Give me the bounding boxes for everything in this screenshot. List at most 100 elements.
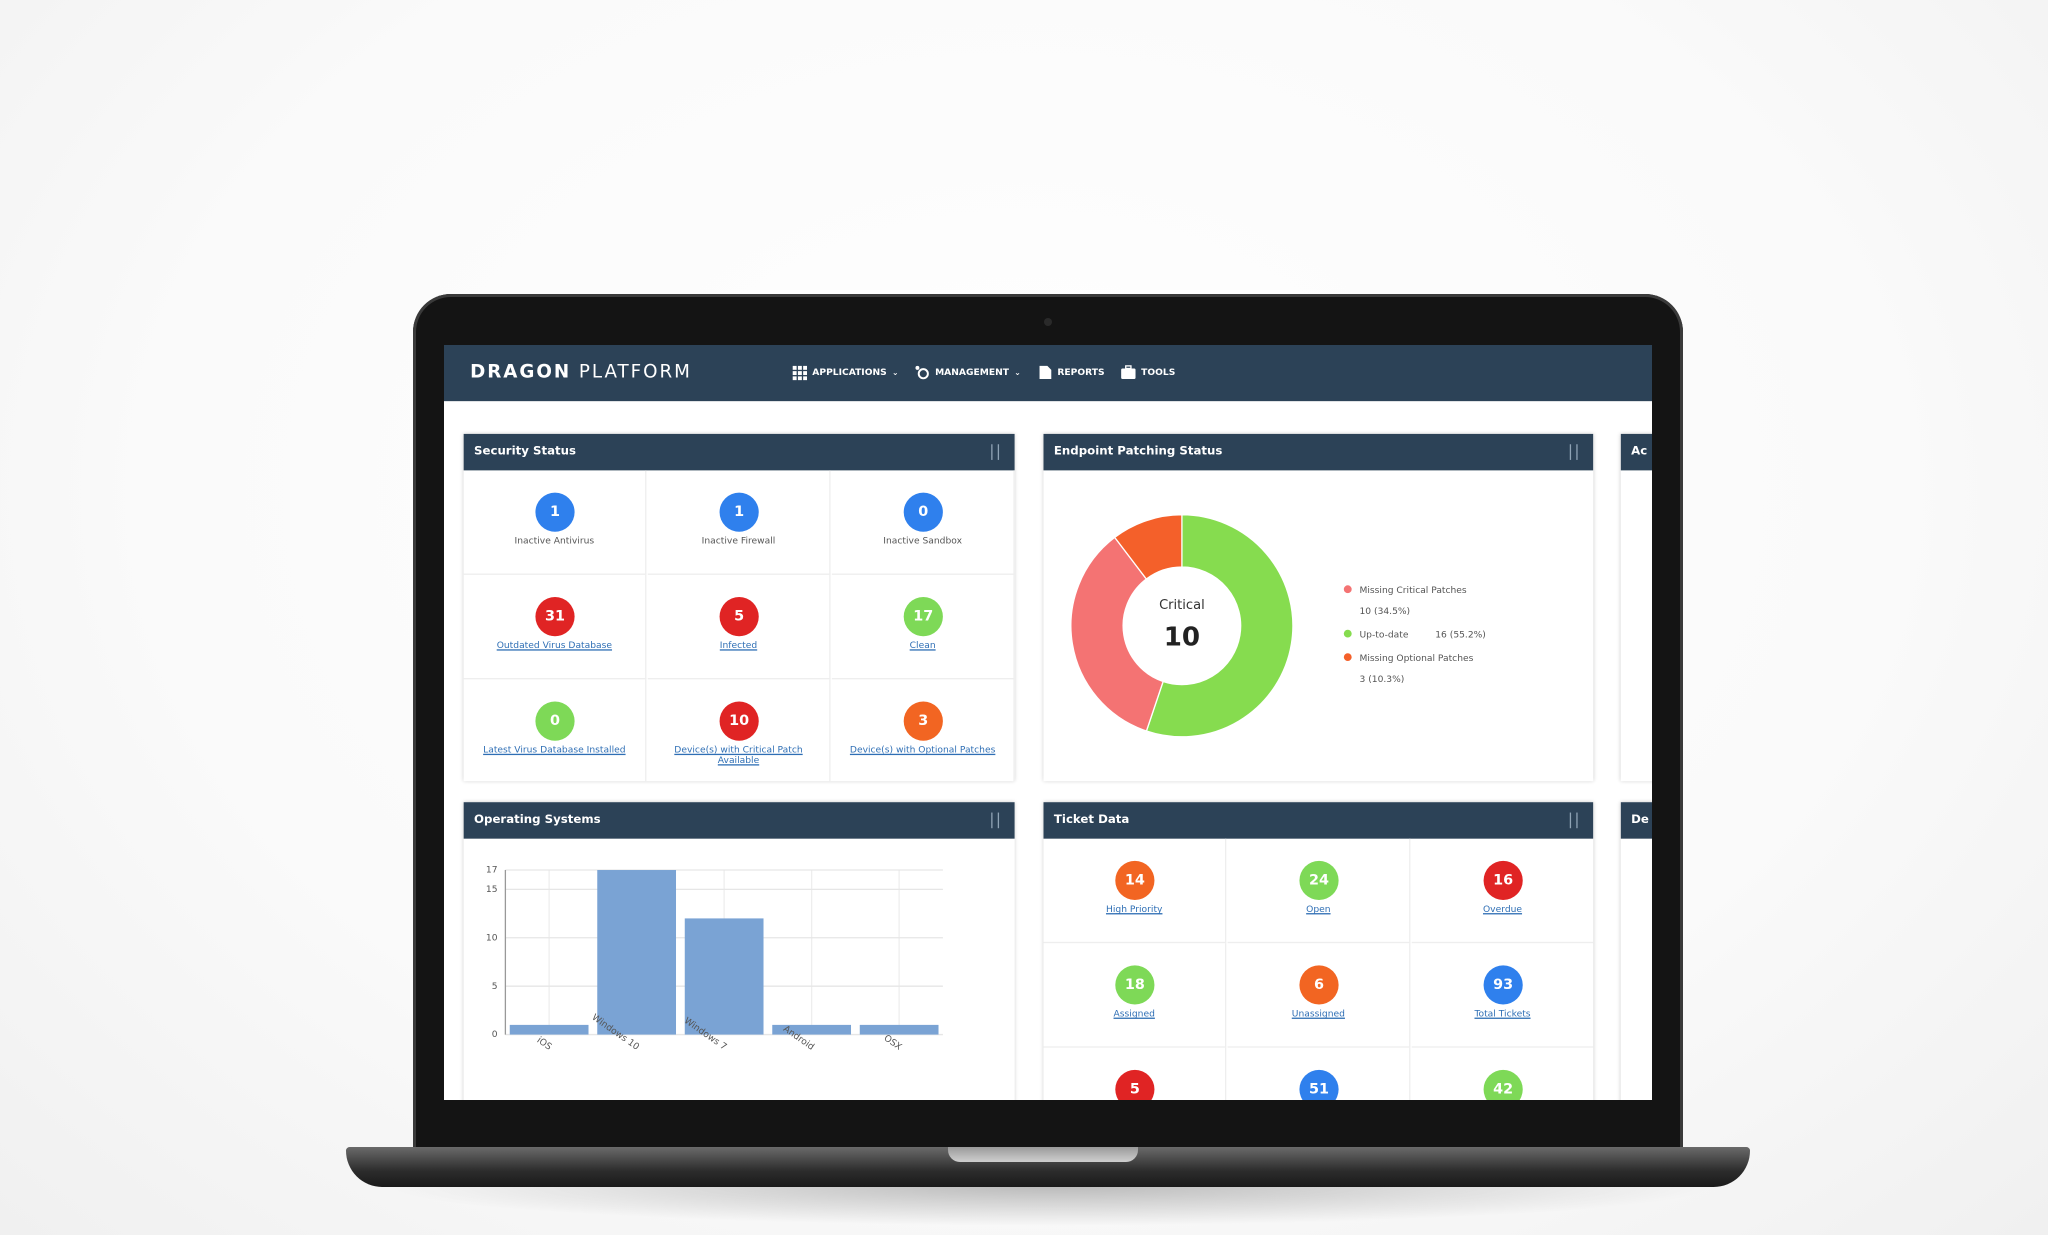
y-tick-label: 15	[486, 885, 498, 895]
menu-label: REPORTS	[1057, 367, 1105, 378]
legend-name: Missing Optional Patches	[1360, 654, 1474, 664]
legend-value: 16 (55.2%)	[1435, 631, 1486, 641]
stat-cell[interactable]: 17 Clean	[831, 574, 1015, 680]
panel-header: De	[1620, 802, 1652, 839]
bar	[684, 918, 764, 1035]
ticket-data-panel: Ticket Data 14 High Priority 24 Open 16 Overdu…	[1043, 802, 1594, 1100]
legend-value: 10 (34.5%)	[1360, 607, 1411, 617]
stat-cell[interactable]: 0 Inactive Sandbox	[831, 470, 1015, 575]
legend-swatch	[1343, 653, 1352, 662]
icon-part	[797, 365, 802, 370]
icon-part	[797, 371, 802, 376]
stat-cell[interactable]: 31 Outdated Virus Database	[463, 574, 647, 680]
icon-part	[792, 365, 797, 370]
brand[interactable]: DRAGON PLATFORM	[470, 362, 692, 383]
stat-cell[interactable]: 1 Inactive Firewall	[647, 470, 831, 575]
stat-badge: 14	[1115, 860, 1155, 901]
stat-label[interactable]: High Priority	[1105, 903, 1163, 915]
y-tick-label: 17	[486, 866, 498, 876]
stat-badge: 17	[903, 597, 943, 637]
icon-part	[792, 371, 797, 376]
stat-cell: 42	[1412, 1047, 1594, 1100]
stat-label[interactable]: Infected	[719, 640, 758, 651]
stat-label[interactable]: Device(s) with Optional Patches	[849, 744, 996, 756]
panel-handle	[1569, 812, 1578, 829]
stat-cell[interactable]: 24 Open	[1227, 838, 1411, 944]
stat-cell[interactable]: 18 Assigned	[1043, 943, 1227, 1048]
stat-badge: 93	[1483, 965, 1523, 1005]
panel-header: Endpoint Patching Status	[1043, 433, 1594, 471]
stat-label[interactable]: Device(s) with Critical Patch Available	[674, 744, 803, 766]
y-tick-label: 10	[486, 933, 498, 943]
menu-item[interactable]: REPORTS	[1036, 363, 1105, 381]
menu-caret: ⌄	[891, 367, 899, 377]
stat-label[interactable]: Inactive Firewall	[701, 535, 776, 547]
panel-handle	[991, 444, 1000, 460]
stat-badge: 1	[719, 492, 759, 532]
stat-cell[interactable]: 3 Device(s) with Optional Patches	[832, 679, 1015, 782]
donut-center-label: Critical	[1159, 598, 1205, 613]
menu-item[interactable]: MANAGEMENT ⌄	[914, 363, 1021, 381]
stat-badge: 16	[1483, 860, 1523, 901]
menu-icon	[792, 365, 808, 381]
bar	[859, 1024, 939, 1035]
icon-part	[803, 376, 808, 381]
icon-part	[915, 365, 920, 370]
stat-label[interactable]: Total Tickets	[1474, 1008, 1531, 1019]
stat-label[interactable]: Overdue	[1482, 903, 1523, 915]
menu-icon	[915, 365, 929, 380]
stat-label[interactable]: Outdated Virus Database	[496, 640, 613, 651]
icon-part	[917, 368, 929, 380]
side-panel: De	[1620, 802, 1652, 1100]
stat-badge: 51	[1299, 1069, 1339, 1100]
x-tick-label: iOS	[535, 1036, 554, 1053]
menu-label: TOOLS	[1141, 367, 1176, 378]
stat-badge: 3	[903, 701, 943, 741]
icon-part	[1124, 365, 1132, 370]
stat-label[interactable]: Clean	[909, 640, 936, 651]
menu-item[interactable]: APPLICATIONS ⌄	[791, 363, 899, 381]
panel-handle	[1569, 444, 1578, 460]
stat-badge: 31	[535, 597, 575, 637]
donut-chart: Critical 10 Missing Critical Patches 10 (34…	[1070, 514, 1486, 738]
y-tick-label: 0	[492, 1030, 498, 1040]
panel-header: Ac	[1620, 433, 1652, 471]
stat-cell[interactable]: 14 High Priority	[1043, 838, 1227, 944]
stat-cell[interactable]: 0 Latest Virus Database Installed	[464, 679, 647, 782]
menu-label: MANAGEMENT	[935, 367, 1009, 378]
stat-cell[interactable]: 16 Overdue	[1411, 838, 1594, 944]
laptop-shadow	[380, 1186, 1720, 1226]
stat-badge: 5	[719, 597, 759, 637]
menu-item[interactable]: TOOLS	[1120, 363, 1175, 381]
stat-cell[interactable]: 93 Total Tickets	[1411, 943, 1594, 1048]
bar	[509, 1024, 589, 1035]
panel-title: Operating Systems	[474, 813, 601, 827]
panel-title: Ticket Data	[1053, 813, 1130, 827]
brand-light: PLATFORM	[578, 361, 692, 383]
panel-title: Security Status	[474, 445, 577, 459]
donut-segment	[1145, 514, 1294, 738]
stat-label[interactable]: Open	[1306, 903, 1331, 915]
security-status-panel: Security Status 1 Inactive Antivirus 1 Inact…	[463, 433, 1015, 782]
screen: DRAGON PLATFORM APPLICATIONS ⌄ MANAGEMENT ⌄…	[444, 345, 1652, 1100]
menu-label: APPLICATIONS	[812, 367, 887, 378]
dashboard: DRAGON PLATFORM APPLICATIONS ⌄ MANAGEMENT ⌄…	[444, 345, 1652, 1100]
icon-part	[797, 376, 802, 381]
stat-badge: 24	[1299, 860, 1339, 901]
stat-label[interactable]: Assigned	[1113, 1008, 1155, 1019]
legend-name: Up-to-date	[1360, 631, 1409, 641]
legend-value: 3 (10.3%)	[1360, 675, 1405, 685]
icon-part	[1039, 365, 1051, 379]
stat-label[interactable]: Unassigned	[1291, 1008, 1345, 1019]
stat-label[interactable]: Latest Virus Database Installed	[483, 744, 626, 756]
stat-cell[interactable]: 6 Unassigned	[1227, 943, 1411, 1048]
stat-cell[interactable]: 1 Inactive Antivirus	[463, 470, 647, 575]
donut-segment	[1113, 514, 1183, 580]
camera	[1044, 318, 1052, 326]
stat-label[interactable]: Inactive Antivirus	[514, 535, 595, 547]
stat-label[interactable]: Inactive Sandbox	[883, 535, 963, 547]
stat-cell[interactable]: 5 Infected	[647, 574, 831, 680]
stat-cell[interactable]: 10 Device(s) with Critical Patch Availabl…	[648, 679, 831, 782]
icon-part	[803, 365, 808, 370]
stat-cell: 51	[1228, 1047, 1411, 1100]
